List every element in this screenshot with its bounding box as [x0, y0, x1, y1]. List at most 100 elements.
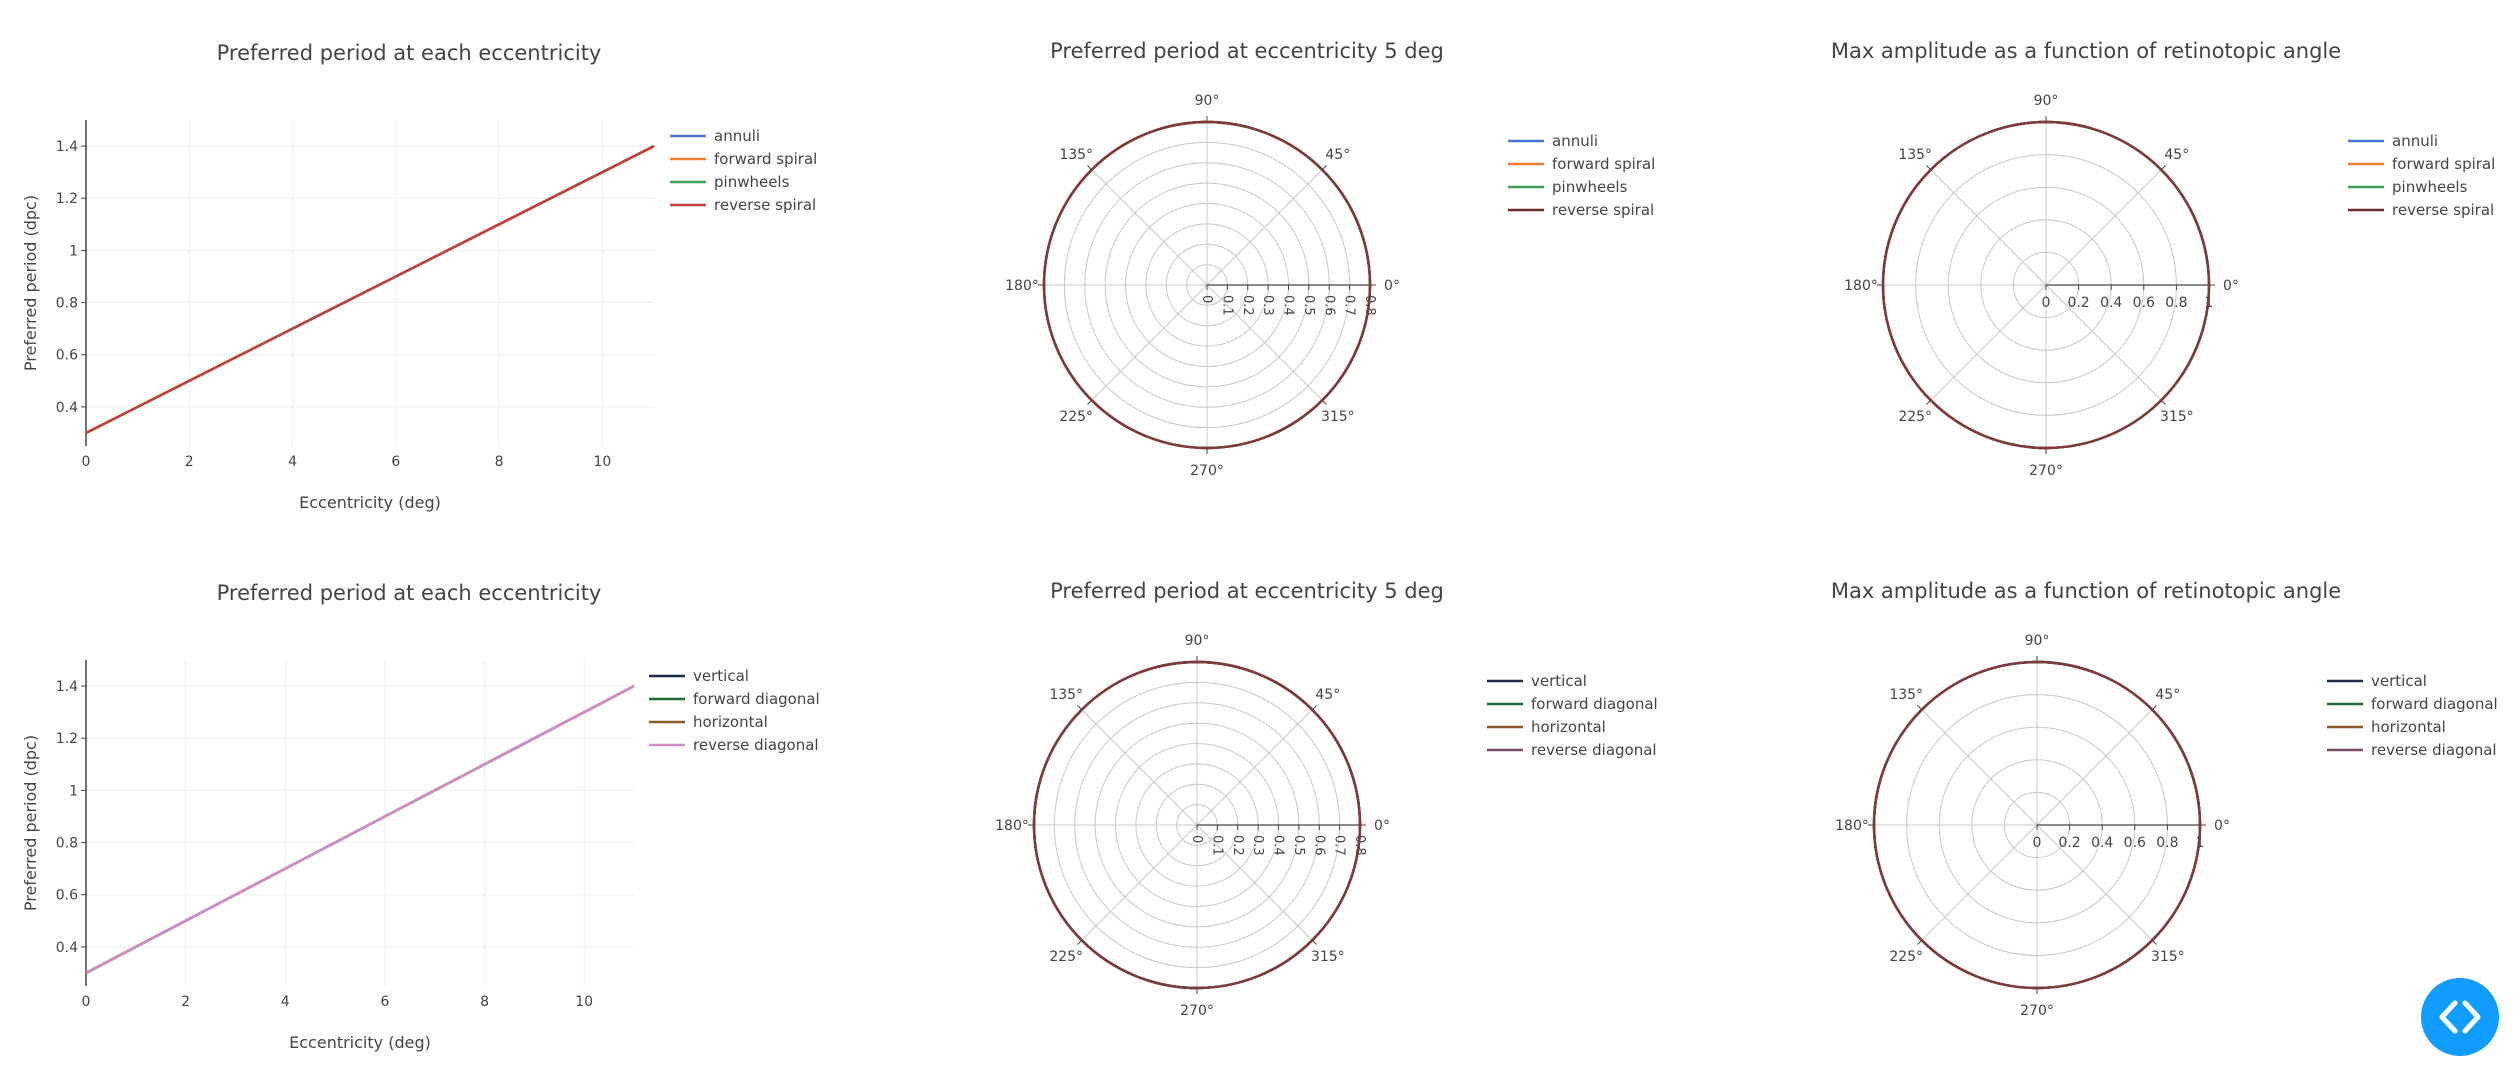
angular-gridline: [1921, 709, 2038, 826]
y-tick-label: 1.4: [56, 679, 78, 695]
y-tick-label: 1.2: [56, 191, 78, 207]
legend-label: annuli: [2392, 132, 2438, 150]
angular-gridline: [1930, 284, 2047, 401]
chart-title: Preferred period at each eccentricity: [217, 581, 602, 605]
radial-tick-label: 0.4: [1281, 295, 1296, 316]
legend-item: vertical: [2327, 672, 2427, 690]
series-line: [85, 684, 635, 975]
x-tick-label: 4: [288, 454, 297, 470]
legend-label: horizontal: [693, 713, 768, 731]
radial-tick-label: 0.1: [1209, 835, 1224, 856]
radial-tick-label: 0.4: [2100, 295, 2122, 311]
chart-title: Preferred period at each eccentricity: [217, 41, 602, 65]
legend-item: forward spiral: [1508, 155, 1655, 173]
radial-tick-label: 0.8: [2156, 835, 2178, 851]
legend-label: vertical: [693, 667, 749, 685]
legend-label: pinwheels: [2392, 178, 2468, 196]
legend-item: vertical: [1487, 672, 1587, 690]
angular-tick-label: 180°: [995, 818, 1029, 834]
angular-tick-label: 0°: [2214, 818, 2230, 834]
legend-label: horizontal: [1531, 718, 1606, 736]
legend-label: reverse spiral: [1552, 201, 1654, 219]
radial-tick-label: 0.7: [1332, 835, 1347, 856]
radial-tick-label: 0.2: [1240, 295, 1255, 316]
radial-tick-label: 0.7: [1342, 295, 1357, 316]
angular-gridline: [1196, 709, 1313, 826]
radial-tick-label: 0.2: [1230, 835, 1245, 856]
x-tick-label: 6: [391, 454, 400, 470]
y-tick-label: 0.8: [56, 296, 78, 312]
radial-tick-label: 0.6: [1321, 295, 1336, 316]
chart-title: Max amplitude as a function of retinotop…: [1831, 39, 2341, 63]
legend-item: vertical: [649, 667, 749, 685]
y-tick-label: 0.6: [56, 348, 78, 364]
legend: vertical forward diagonal horizontal revers…: [1487, 672, 1658, 759]
angular-gridline: [1206, 284, 1323, 401]
legend-label: forward spiral: [2392, 155, 2495, 173]
radial-tick-label: 0.3: [1250, 835, 1265, 856]
angular-tick-label: 315°: [2160, 409, 2194, 425]
angular-tick-label: 315°: [1311, 949, 1345, 965]
legend-label: reverse diagonal: [1531, 741, 1657, 759]
angular-tick-label: 180°: [1835, 818, 1869, 834]
legend-item: reverse diagonal: [2327, 741, 2497, 759]
angular-tick-label: 0°: [1374, 818, 1390, 834]
angular-tick-label: 225°: [1049, 949, 1083, 965]
legend-item: pinwheels: [1508, 178, 1628, 196]
angular-gridline: [1081, 709, 1198, 826]
chart-panel-6: Max amplitude as a function of retinotop…: [1831, 579, 2498, 1019]
polar-outline: [1872, 660, 2202, 990]
legend-label: reverse spiral: [2392, 201, 2494, 219]
angular-tick-label: 0°: [2223, 278, 2239, 294]
polar-outline: [1032, 660, 1362, 990]
angular-tick-label: 0°: [1384, 278, 1400, 294]
x-tick-label: 0: [82, 454, 91, 470]
x-tick-label: 2: [181, 994, 190, 1010]
y-tick-label: 1: [69, 243, 78, 259]
legend-item: forward spiral: [670, 150, 817, 168]
radial-tick-label: 0.1: [1219, 295, 1234, 316]
y-tick-label: 0.4: [56, 400, 78, 416]
y-axis-label: Preferred period (dpc): [21, 195, 40, 371]
x-tick-label: 6: [380, 994, 389, 1010]
angular-tick-label: 45°: [1325, 147, 1350, 163]
angular-tick-label: 45°: [2164, 147, 2189, 163]
radial-tick-label: 0: [2042, 295, 2051, 311]
legend-item: annuli: [1508, 132, 1598, 150]
radial-tick-label: 0: [1189, 835, 1204, 843]
series-line: [85, 144, 655, 435]
angular-gridline: [1091, 169, 1208, 286]
legend-item: reverse spiral: [1508, 201, 1654, 219]
angular-tick-label: 90°: [1185, 633, 1210, 649]
angular-gridline: [1206, 169, 1323, 286]
code-toggle-button[interactable]: [2421, 978, 2499, 1056]
angular-gridline: [1930, 169, 2047, 286]
angular-gridline: [2036, 824, 2153, 941]
legend-item: forward diagonal: [649, 690, 820, 708]
y-tick-label: 0.6: [56, 888, 78, 904]
angular-tick-label: 225°: [1898, 409, 1932, 425]
legend-item: pinwheels: [670, 173, 790, 191]
angular-tick-label: 315°: [2151, 949, 2185, 965]
legend-label: horizontal: [2371, 718, 2446, 736]
x-axis-label: Eccentricity (deg): [289, 1033, 431, 1052]
y-tick-label: 0.8: [56, 836, 78, 852]
angular-tick-label: 270°: [2029, 463, 2063, 479]
legend-item: horizontal: [649, 713, 768, 731]
legend: annuli forward spiral pinwheels reverse spi…: [1508, 132, 1655, 219]
legend-label: pinwheels: [1552, 178, 1628, 196]
legend-item: reverse spiral: [670, 196, 816, 214]
angular-tick-label: 135°: [1889, 687, 1923, 703]
legend-item: forward spiral: [2348, 155, 2495, 173]
angular-tick-label: 45°: [1315, 687, 1340, 703]
angular-tick-label: 225°: [1889, 949, 1923, 965]
legend-item: forward diagonal: [2327, 695, 2498, 713]
angular-tick-label: 180°: [1005, 278, 1039, 294]
angular-gridline: [2045, 284, 2162, 401]
x-tick-label: 10: [593, 454, 611, 470]
angular-tick-label: 45°: [2155, 687, 2180, 703]
radial-tick-label: 0.5: [1301, 295, 1316, 316]
angular-gridline: [2036, 709, 2153, 826]
angular-gridline: [1091, 284, 1208, 401]
